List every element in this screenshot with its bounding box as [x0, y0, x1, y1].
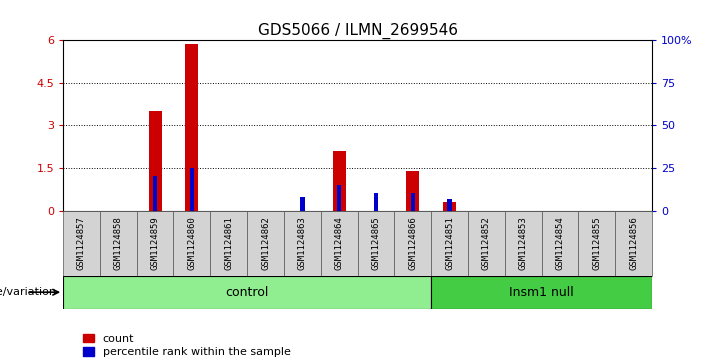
Text: GSM1124852: GSM1124852: [482, 216, 491, 270]
Text: GSM1124863: GSM1124863: [298, 216, 307, 270]
Bar: [615, 211, 652, 276]
Bar: [333, 151, 346, 211]
Bar: [149, 111, 161, 211]
Text: GSM1124851: GSM1124851: [445, 216, 454, 270]
Bar: [578, 211, 615, 276]
Text: GSM1124859: GSM1124859: [151, 216, 160, 270]
Bar: [394, 211, 431, 276]
Bar: [63, 276, 431, 309]
Legend: count, percentile rank within the sample: count, percentile rank within the sample: [83, 334, 290, 358]
Bar: [247, 211, 284, 276]
Text: GSM1124865: GSM1124865: [372, 216, 381, 270]
Bar: [468, 211, 505, 276]
Bar: [411, 193, 415, 211]
Bar: [374, 193, 378, 211]
Bar: [190, 168, 194, 211]
Bar: [186, 44, 198, 211]
Bar: [358, 211, 394, 276]
Text: GSM1124855: GSM1124855: [592, 216, 601, 270]
Bar: [174, 211, 210, 276]
Text: GSM1124866: GSM1124866: [408, 216, 417, 270]
Bar: [337, 185, 341, 211]
Bar: [447, 199, 451, 211]
Bar: [63, 211, 100, 276]
Bar: [137, 211, 174, 276]
Bar: [210, 211, 247, 276]
Bar: [443, 202, 456, 211]
Text: GSM1124862: GSM1124862: [261, 216, 270, 270]
Bar: [300, 197, 304, 211]
Bar: [320, 211, 358, 276]
Bar: [153, 176, 157, 211]
Bar: [505, 211, 542, 276]
Text: GSM1124858: GSM1124858: [114, 216, 123, 270]
Text: Insm1 null: Insm1 null: [509, 286, 574, 299]
Bar: [431, 276, 652, 309]
Bar: [431, 211, 468, 276]
Title: GDS5066 / ILMN_2699546: GDS5066 / ILMN_2699546: [257, 23, 458, 38]
Text: GSM1124864: GSM1124864: [334, 216, 343, 270]
Text: GSM1124857: GSM1124857: [77, 216, 86, 270]
Text: control: control: [226, 286, 268, 299]
Text: GSM1124856: GSM1124856: [629, 216, 638, 270]
Bar: [284, 211, 321, 276]
Bar: [407, 171, 419, 211]
Text: GSM1124860: GSM1124860: [187, 216, 196, 270]
Bar: [100, 211, 137, 276]
Text: genotype/variation: genotype/variation: [0, 287, 56, 297]
Text: GSM1124853: GSM1124853: [519, 216, 528, 270]
Text: GSM1124861: GSM1124861: [224, 216, 233, 270]
Bar: [542, 211, 578, 276]
Text: GSM1124854: GSM1124854: [555, 216, 564, 270]
